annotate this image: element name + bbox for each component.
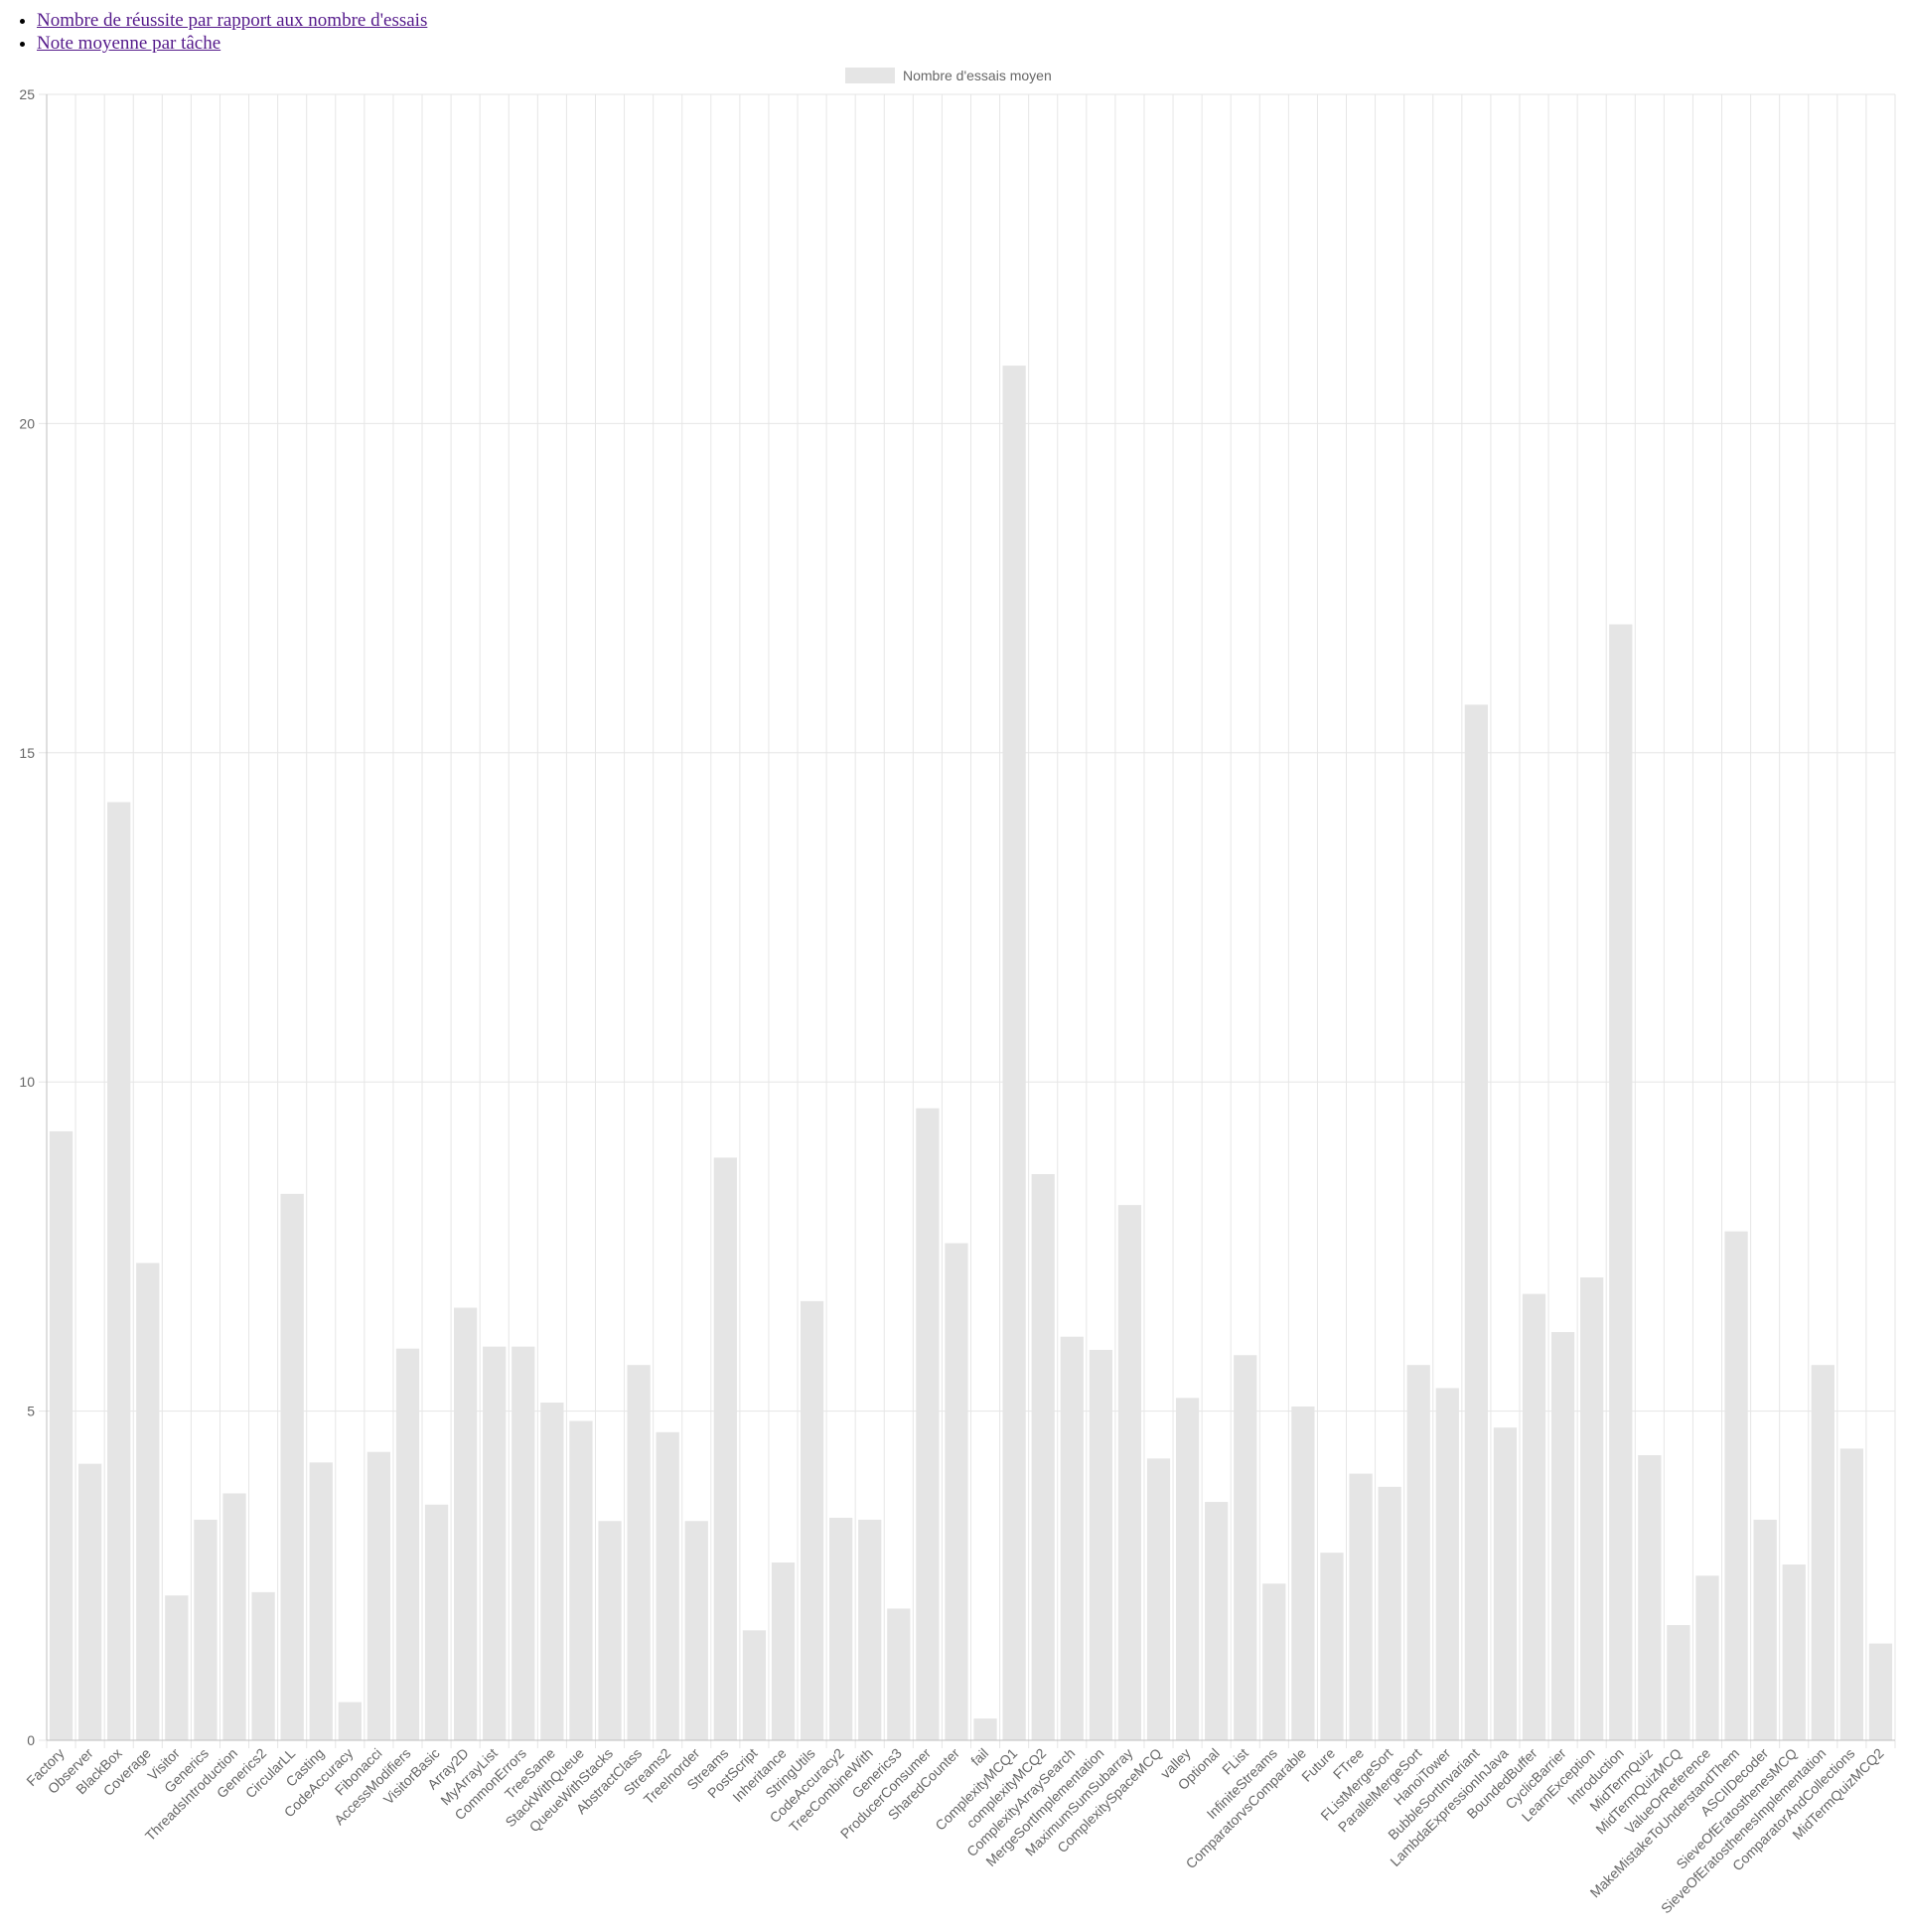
bar [424,1504,449,1740]
bar [77,1463,102,1740]
y-tick-label: 0 [27,1732,35,1748]
bar [309,1462,333,1740]
bar [1031,1173,1055,1740]
bar [1493,1427,1518,1740]
bar [251,1591,275,1740]
bar [1205,1502,1229,1740]
bar [540,1402,564,1740]
bar [1234,1355,1257,1740]
bar [1550,1332,1575,1740]
y-tick-label: 15 [19,745,35,761]
bar [1089,1349,1112,1740]
bar [1868,1643,1893,1740]
legend-label: Nombre d'essais moyen [903,68,1052,83]
bar [194,1519,218,1740]
bar [1349,1473,1373,1740]
bar [1320,1553,1344,1740]
bar [1060,1336,1084,1740]
bar [1580,1277,1604,1740]
bar [1839,1448,1864,1740]
bar [1146,1458,1171,1740]
nav-item: Nombre de réussite par rapport aux nombr… [37,9,427,32]
bar [1291,1406,1315,1740]
nav-link-success-vs-attempts[interactable]: Nombre de réussite par rapport aux nombr… [37,10,428,31]
bar [1175,1398,1200,1740]
bar [1695,1575,1719,1740]
bar [1724,1231,1748,1740]
nav-item: Note moyenne par tâche [37,32,427,55]
bar [627,1365,651,1740]
x-axis-tick-labels: FactoryObserverBlackBoxCoverageVisitorGe… [23,1745,1886,1917]
bar [598,1521,622,1740]
bar [1406,1365,1430,1740]
bar [1811,1365,1834,1740]
bar [512,1346,535,1740]
bar [569,1420,593,1740]
bar [1522,1293,1546,1740]
bar [771,1562,796,1740]
y-tick-label: 20 [19,415,35,431]
nav-link-average-grade[interactable]: Note moyenne par tâche [37,33,221,54]
bar [1638,1455,1662,1740]
bar [107,802,131,1740]
bar [829,1517,853,1740]
legend-swatch [845,68,895,83]
y-tick-label: 25 [19,86,35,102]
bar [1378,1486,1401,1740]
bar [395,1348,420,1740]
bar [800,1300,824,1740]
bar [367,1451,391,1740]
bar [1117,1205,1142,1740]
bar [656,1431,679,1740]
y-tick-label: 5 [27,1404,35,1419]
bar [1782,1564,1806,1740]
legend[interactable]: Nombre d'essais moyen [845,68,1052,83]
bar [280,1193,304,1740]
bar [973,1718,997,1740]
bar [136,1263,160,1740]
bar [1609,624,1633,1741]
bar [165,1595,189,1740]
bar [945,1243,968,1740]
bars [49,366,1893,1741]
y-tick-label: 10 [19,1074,35,1090]
chart-nav-list: Nombre de réussite par rapport aux nombr… [0,9,427,55]
y-axis-tick-labels: 0 5 10 15 20 25 [19,86,35,1748]
bar [1002,366,1026,1740]
bar [916,1108,940,1740]
bar [49,1130,73,1740]
bar [1262,1583,1286,1740]
bar [1464,704,1488,1741]
bar [1667,1625,1690,1740]
bar [742,1630,767,1740]
bar [887,1608,911,1740]
bar [454,1307,478,1740]
bar [222,1493,246,1740]
bar [1435,1388,1459,1740]
bar [483,1346,507,1740]
bar [684,1521,708,1740]
bar [338,1702,362,1740]
bar [858,1519,882,1740]
axes [46,94,1895,1741]
bar [1753,1519,1777,1740]
bar [713,1157,737,1740]
x-tick-label: Future [1298,1745,1338,1785]
